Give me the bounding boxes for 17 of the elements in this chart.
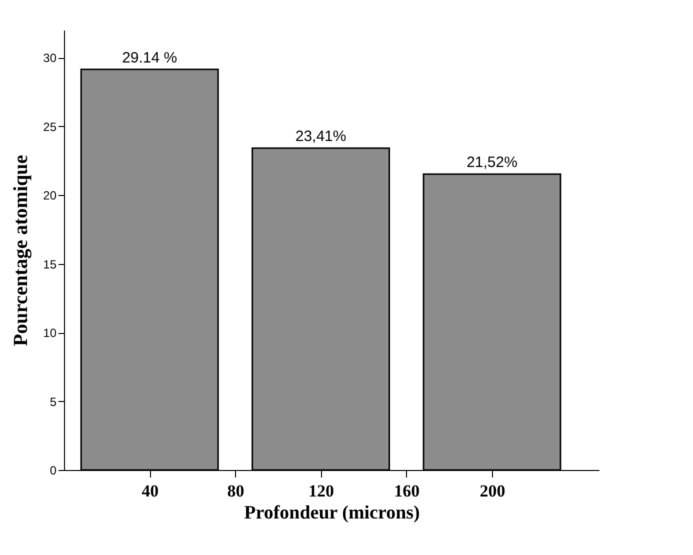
- x-tick-label: 80: [227, 482, 244, 500]
- y-tick-label: 25: [43, 120, 57, 134]
- x-tick-label: 120: [308, 482, 334, 500]
- y-tick-label: 15: [43, 257, 57, 272]
- data-label: 21,52%: [466, 154, 518, 172]
- y-tick-label: 30: [43, 51, 57, 65]
- data-label: 23,41%: [295, 128, 346, 146]
- y-axis-title: Pourcentage atomique: [10, 154, 32, 346]
- y-tick-label: 10: [43, 326, 57, 340]
- x-tick-label: 160: [394, 482, 420, 500]
- y-tick-label: 0: [50, 464, 57, 478]
- y-tick-label: 5: [50, 394, 57, 409]
- data-label: 29.14 %: [122, 49, 178, 66]
- y-tick-label: 20: [43, 188, 57, 202]
- x-tick-label: 200: [480, 482, 506, 500]
- x-tick-label: 40: [142, 482, 159, 500]
- x-axis-title: Profondeur (microns): [244, 502, 420, 524]
